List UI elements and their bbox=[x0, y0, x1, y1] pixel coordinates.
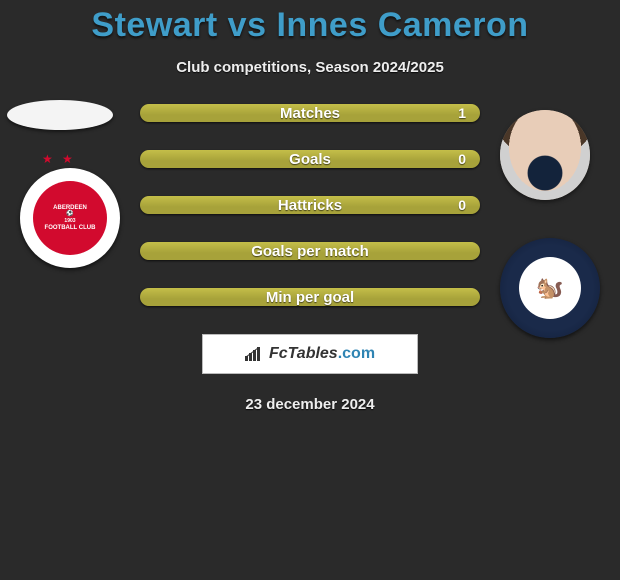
stat-bar: Matches 1 bbox=[140, 104, 480, 122]
stat-bar-value: 0 bbox=[458, 151, 466, 167]
stat-bar-label: Min per goal bbox=[266, 289, 354, 306]
comparison-area: ★ ★ ABERDEEN⚽1903FOOTBALL CLUB 🐿️ Matche… bbox=[0, 104, 620, 306]
squirrel-icon: 🐿️ bbox=[536, 275, 563, 301]
stat-bar-value: 1 bbox=[458, 105, 466, 121]
page-title: Stewart vs Innes Cameron bbox=[0, 6, 620, 45]
club-badge-left: ★ ★ ABERDEEN⚽1903FOOTBALL CLUB bbox=[20, 168, 120, 268]
stat-bar: Goals per match bbox=[140, 242, 480, 260]
club-badge-left-text: ABERDEEN⚽1903FOOTBALL CLUB bbox=[45, 205, 96, 231]
club-badge-right-inner: 🐿️ bbox=[519, 257, 581, 319]
stat-bar-label: Goals per match bbox=[251, 243, 369, 260]
stat-bar: Hattricks 0 bbox=[140, 196, 480, 214]
stat-bar-value: 0 bbox=[458, 197, 466, 213]
brand-text: FcTables.com bbox=[269, 345, 375, 363]
stat-bar: Goals 0 bbox=[140, 150, 480, 168]
stat-bar-label: Hattricks bbox=[278, 197, 342, 214]
brand-domain: .com bbox=[338, 345, 375, 362]
star-icon: ★ bbox=[62, 152, 73, 166]
player-right-avatar bbox=[500, 110, 590, 200]
stat-bars: Matches 1 Goals 0 Hattricks 0 Goals per match M… bbox=[140, 104, 480, 306]
brand-box[interactable]: FcTables.com bbox=[202, 334, 418, 374]
player-left-avatar-placeholder bbox=[7, 100, 113, 130]
club-badge-right: 🐿️ bbox=[500, 238, 600, 338]
face-icon bbox=[500, 110, 590, 200]
stat-bar: Min per goal bbox=[140, 288, 480, 306]
brand-name: FcTables bbox=[269, 345, 338, 362]
date-label: 23 december 2024 bbox=[0, 396, 620, 413]
subtitle: Club competitions, Season 2024/2025 bbox=[0, 59, 620, 76]
stat-bar-label: Matches bbox=[280, 105, 340, 122]
star-icon: ★ bbox=[42, 152, 53, 166]
stat-bar-label: Goals bbox=[289, 151, 331, 168]
bars-chart-icon bbox=[245, 347, 263, 361]
club-badge-left-inner: ABERDEEN⚽1903FOOTBALL CLUB bbox=[33, 181, 107, 255]
